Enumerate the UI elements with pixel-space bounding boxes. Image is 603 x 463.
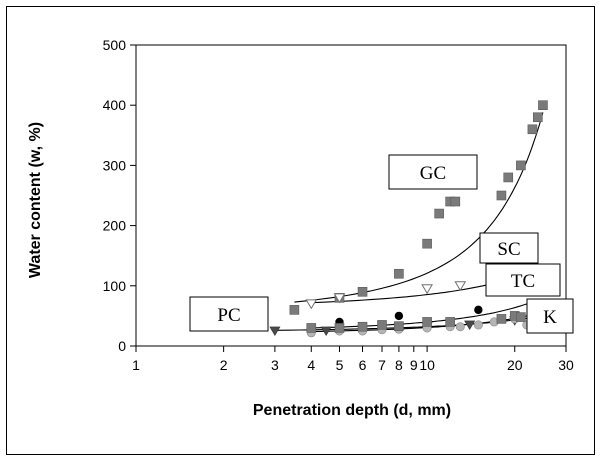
point-pc bbox=[269, 326, 281, 337]
annotation-label-gc: GC bbox=[420, 163, 446, 184]
point-extra bbox=[394, 321, 404, 331]
x-tick-label: 2 bbox=[220, 357, 228, 373]
x-tick-label: 1 bbox=[132, 357, 140, 373]
x-tick-label: 8 bbox=[395, 357, 403, 373]
point-k bbox=[455, 322, 465, 332]
point-sc bbox=[421, 284, 433, 295]
annotation-label-pc: PC bbox=[217, 305, 240, 326]
point-gc bbox=[503, 172, 514, 183]
point-k bbox=[473, 320, 483, 330]
point-gc bbox=[450, 196, 461, 207]
point-pc bbox=[464, 320, 476, 331]
x-tick-label: 9 bbox=[410, 357, 418, 373]
point-gc bbox=[357, 287, 368, 297]
point-tc bbox=[394, 311, 404, 321]
point-extra bbox=[306, 323, 317, 333]
annotation-box-tc bbox=[485, 263, 561, 297]
annotation-label-sc: SC bbox=[497, 239, 520, 260]
annotation-box-gc bbox=[388, 154, 478, 190]
x-tick-label: 20 bbox=[507, 357, 523, 373]
plot-area-border bbox=[135, 44, 567, 347]
annotation-box-k bbox=[526, 298, 574, 334]
point-extra bbox=[357, 321, 368, 332]
point-gc bbox=[496, 190, 507, 201]
x-tick-label: 5 bbox=[336, 357, 344, 373]
point-gc bbox=[394, 268, 404, 279]
y-axis-label: Water content (w, %) bbox=[27, 122, 44, 278]
chart-svg: 0 100 200 300 400 500 1 2 3 4 5 6 7 8 9 10 20 30 GC SC TC PC… bbox=[27, 37, 574, 419]
point-gc bbox=[527, 124, 538, 135]
x-tick-label: 30 bbox=[558, 357, 574, 373]
point-gc bbox=[538, 100, 548, 110]
point-gc bbox=[422, 238, 432, 249]
point-tc bbox=[474, 305, 483, 315]
x-tick-label: 3 bbox=[271, 357, 279, 373]
x-tick-label: 6 bbox=[359, 357, 367, 373]
y-tick-label: 0 bbox=[118, 338, 126, 354]
annotation-box-sc bbox=[479, 232, 539, 264]
annotation-label-tc: TC bbox=[511, 271, 535, 292]
point-extra bbox=[377, 320, 387, 330]
x-tick-label: 10 bbox=[419, 357, 435, 373]
y-tick-label: 200 bbox=[103, 218, 127, 234]
point-gc bbox=[289, 305, 300, 315]
point-sc bbox=[454, 281, 467, 292]
figure-frame: 0 100 200 300 400 500 1 2 3 4 5 6 7 8 9 10 20 30 GC SC TC PC… bbox=[6, 6, 595, 455]
point-gc bbox=[532, 112, 543, 123]
y-tick-label: 500 bbox=[103, 37, 127, 53]
y-tick-label: 300 bbox=[103, 157, 127, 173]
data-points bbox=[269, 100, 548, 338]
x-tick-label: 4 bbox=[307, 357, 315, 373]
annotations: GC SC TC PC K bbox=[189, 154, 574, 334]
x-tick-label: 7 bbox=[378, 357, 386, 373]
point-extra bbox=[445, 317, 455, 327]
annotation-box-pc bbox=[189, 296, 269, 332]
x-axis-label: Penetration depth (d, mm) bbox=[253, 402, 451, 419]
point-gc bbox=[434, 208, 444, 219]
y-tick-label: 100 bbox=[103, 278, 127, 294]
axes: 0 100 200 300 400 500 1 2 3 4 5 6 7 8 9 10 20 30 bbox=[103, 37, 574, 373]
point-sc bbox=[305, 299, 318, 310]
y-tick-label: 400 bbox=[103, 97, 127, 113]
point-extra bbox=[334, 323, 345, 333]
point-gc bbox=[516, 160, 526, 171]
point-sc bbox=[333, 293, 346, 304]
point-extra bbox=[516, 312, 526, 322]
point-pc bbox=[320, 326, 332, 337]
point-extra bbox=[496, 314, 507, 324]
fit-lines bbox=[274, 112, 544, 333]
annotation-label-k: K bbox=[543, 307, 557, 328]
point-extra bbox=[422, 317, 432, 327]
